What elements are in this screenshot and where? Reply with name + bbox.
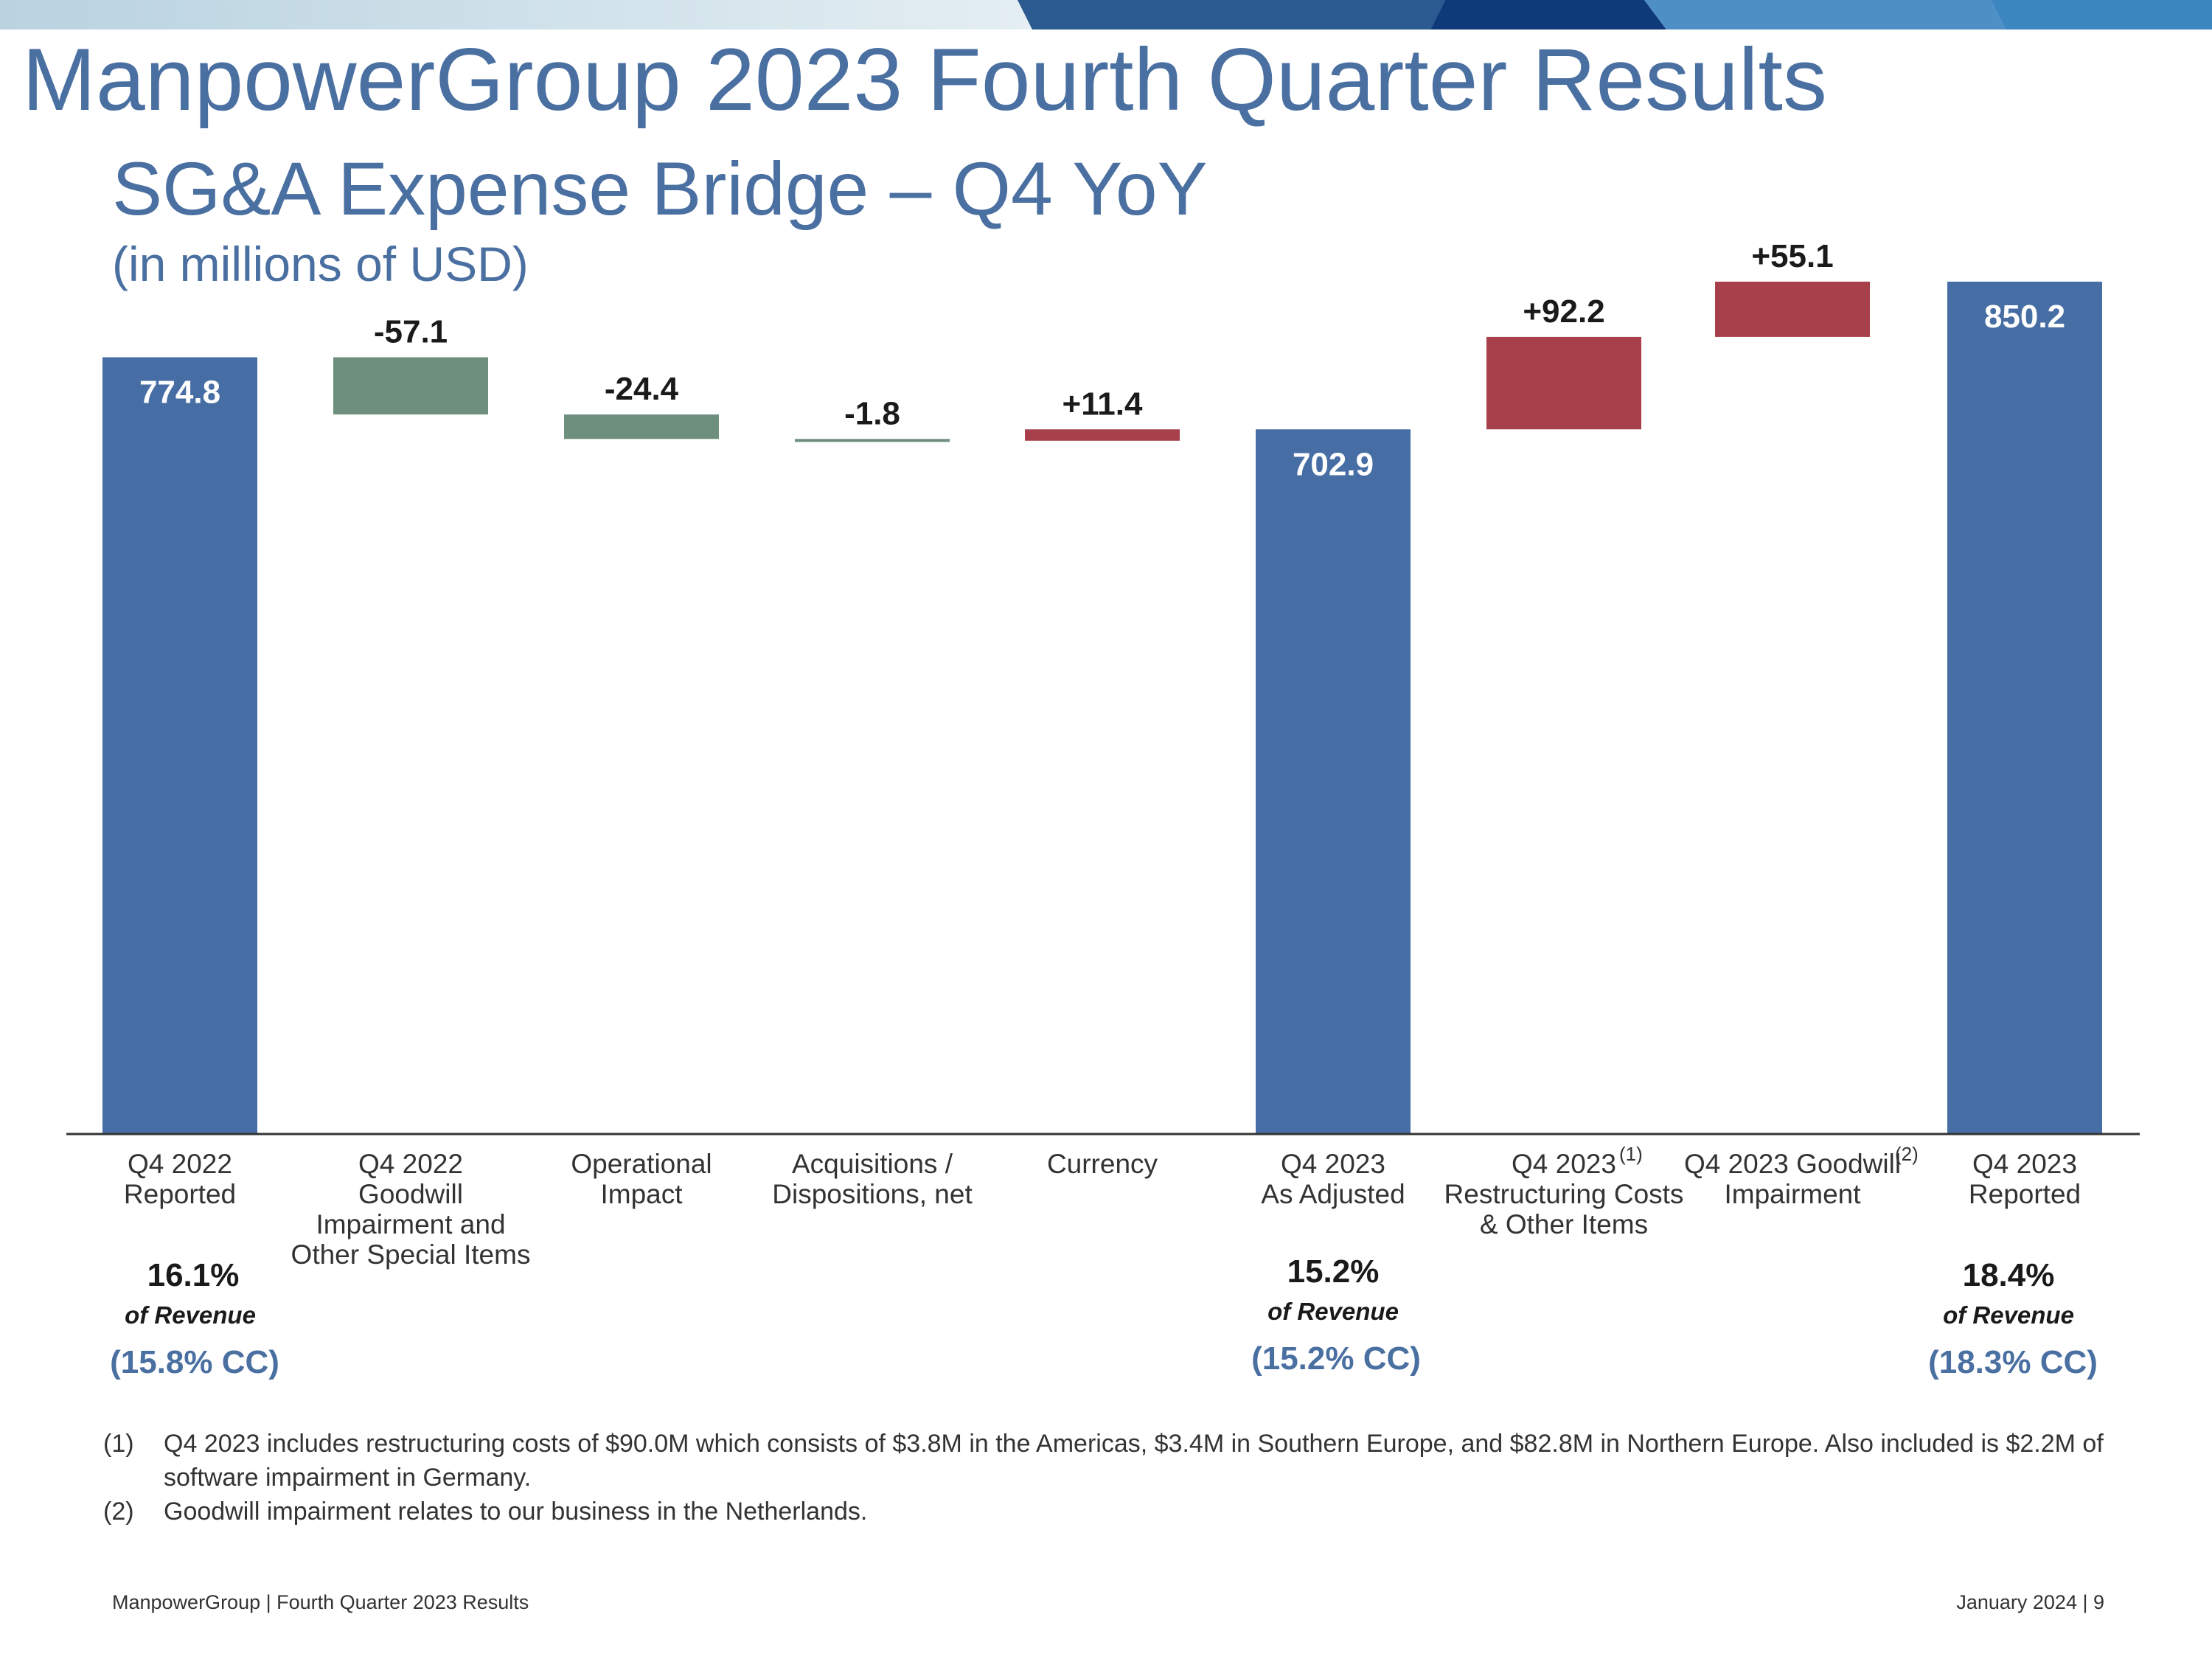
footnote-2: (2) Goodwill impairment relates to our b… [103, 1495, 2138, 1528]
category-footnote-mark-6: (1) [1619, 1143, 1643, 1165]
value-label-1: -57.1 [374, 314, 448, 350]
page-title: ManpowerGroup 2023 Fourth Quarter Result… [22, 30, 1827, 129]
bar-6 [1486, 336, 1641, 430]
of-revenue-label-0: of Revenue [125, 1301, 256, 1329]
footnote-1: (1) Q4 2023 includes restructuring costs… [103, 1427, 2138, 1495]
value-label-0: 774.8 [139, 375, 220, 411]
constant-currency-1: (15.2% CC) [1251, 1340, 1421, 1377]
of-revenue-label-1: of Revenue [1267, 1298, 1399, 1325]
category-label-7: Q4 2023 Goodwill Impairment [1683, 1149, 1902, 1209]
value-label-4: +11.4 [1062, 386, 1143, 422]
bar-5 [1256, 429, 1411, 1134]
footnote-text: Goodwill impairment relates to our busin… [164, 1498, 868, 1526]
value-label-3: -1.8 [844, 395, 900, 431]
bar-7 [1715, 282, 1870, 337]
bar-3 [795, 439, 950, 442]
bar-0 [102, 357, 257, 1134]
bar-8 [1947, 282, 2102, 1134]
category-label-0: Q4 2022 Reported [123, 1149, 237, 1209]
footnote-text: Q4 2023 includes restructuring costs of … [164, 1430, 2104, 1492]
category-label-8: Q4 2023 Reported [1968, 1149, 2081, 1209]
footnotes: (1) Q4 2023 includes restructuring costs… [103, 1427, 2138, 1528]
bar-1 [333, 357, 488, 415]
footer-right: January 2024 | 9 [1956, 1591, 2104, 1613]
value-label-8: 850.2 [1984, 299, 2065, 335]
category-label-5: Q4 2023 As Adjusted [1261, 1149, 1405, 1209]
bar-2 [564, 414, 719, 439]
constant-currency-0: (15.8% CC) [110, 1344, 279, 1380]
value-label-2: -24.4 [605, 371, 679, 407]
value-label-7: +55.1 [1751, 238, 1833, 274]
category-label-2: Operational Impact [571, 1149, 712, 1209]
revenue-percent-0: 16.1% [147, 1257, 240, 1293]
category-label-4: Currency [1046, 1149, 1158, 1179]
category-label-3: Acquisitions / Dispositions, net [772, 1149, 973, 1209]
value-label-6: +92.2 [1523, 293, 1604, 330]
header-banner [0, 0, 2212, 29]
footnote-number: (1) [103, 1430, 134, 1458]
chart-subtitle: SG&A Expense Bridge – Q4 YoY [112, 147, 1208, 231]
units-label: (in millions of USD) [112, 237, 529, 291]
footer-left: ManpowerGroup | Fourth Quarter 2023 Resu… [112, 1591, 529, 1613]
of-revenue-label-2: of Revenue [1943, 1301, 2074, 1329]
footnote-number: (2) [103, 1498, 134, 1526]
category-label-1: Q4 2022 Goodwill Impairment and Other Sp… [291, 1149, 531, 1270]
category-label-6: Q4 2023 Restructuring Costs & Other Item… [1444, 1149, 1684, 1239]
revenue-percent-2: 18.4% [1962, 1257, 2055, 1293]
category-footnote-mark-7: (2) [1895, 1143, 1919, 1165]
value-label-5: 702.9 [1293, 446, 1374, 482]
constant-currency-2: (18.3% CC) [1928, 1344, 2098, 1380]
revenue-percent-1: 15.2% [1287, 1253, 1380, 1290]
bar-4 [1025, 429, 1180, 441]
